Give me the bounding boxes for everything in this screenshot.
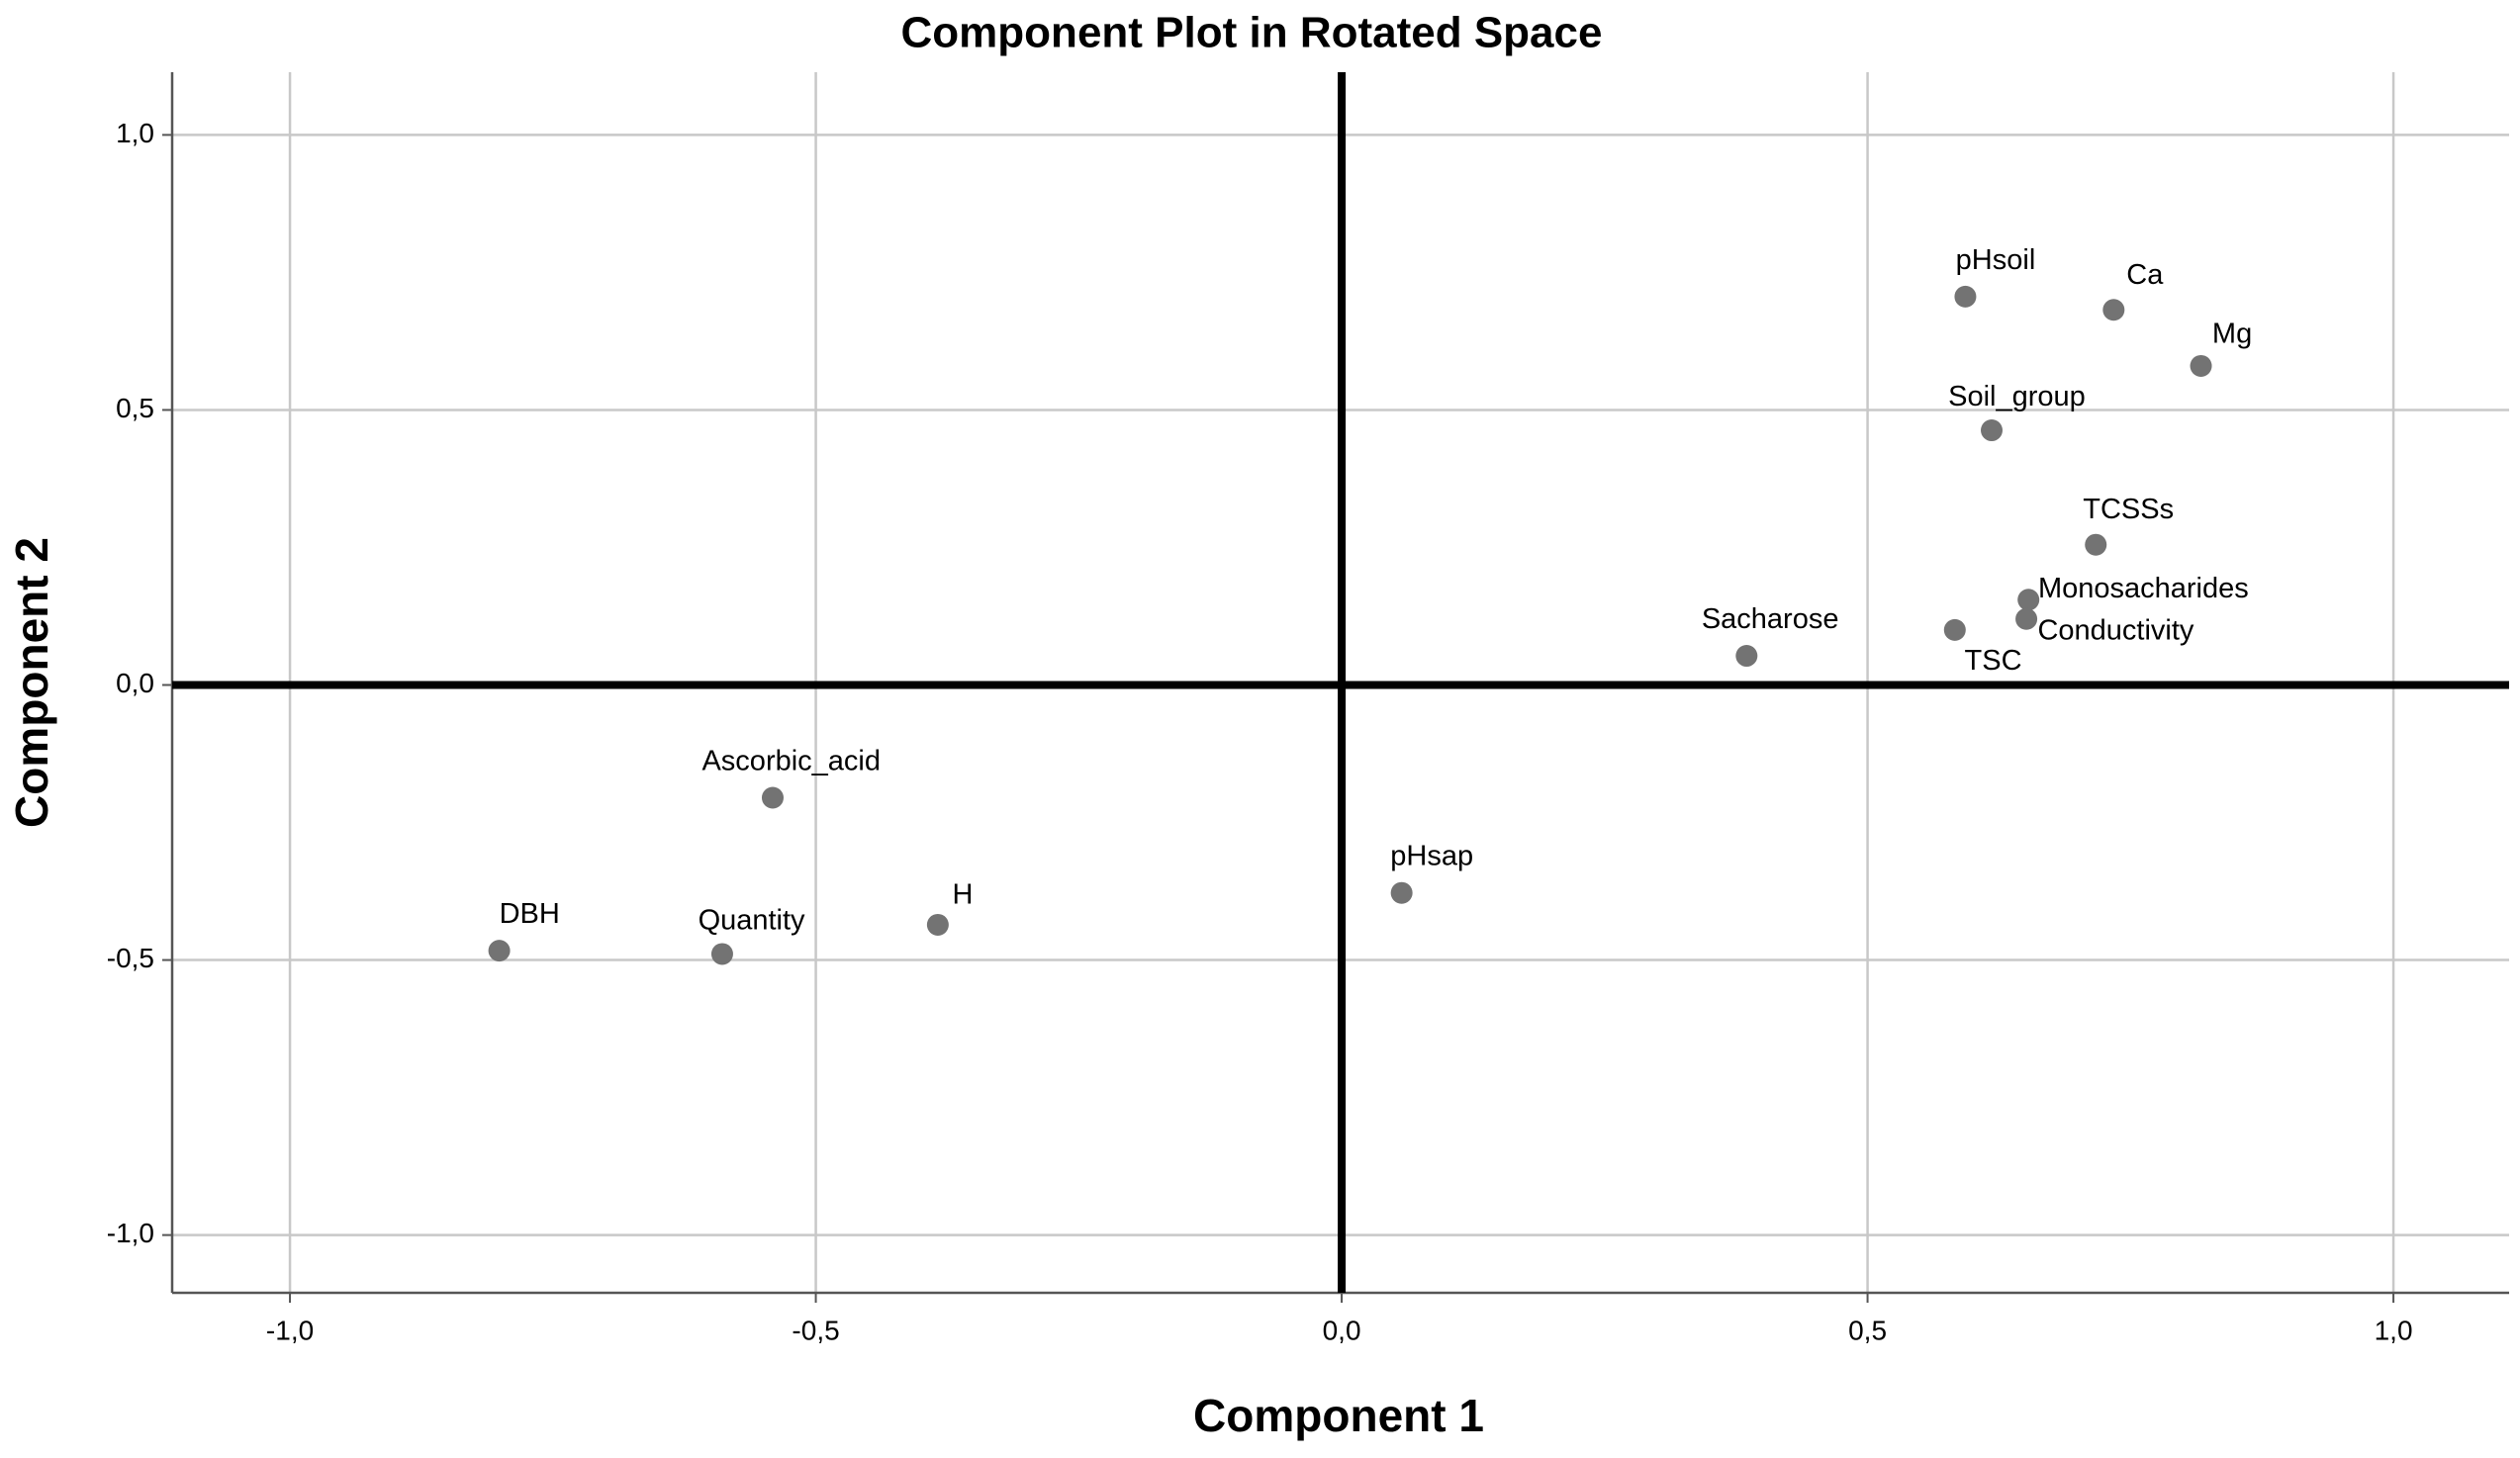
point-label: Sacharose bbox=[1702, 603, 1839, 635]
point-label: TCSSs bbox=[2083, 494, 2174, 525]
point bbox=[2015, 607, 2038, 630]
x-tick-label: 0,0 bbox=[1323, 1315, 1361, 1345]
y-tick-label: -0,5 bbox=[107, 943, 154, 973]
point-label: Quantity bbox=[699, 905, 805, 937]
x-tick-label: -0,5 bbox=[792, 1315, 839, 1345]
point-label: pHsap bbox=[1390, 841, 1473, 872]
point bbox=[1943, 618, 1966, 641]
point bbox=[2017, 589, 2040, 611]
point bbox=[1981, 419, 2004, 442]
point bbox=[488, 940, 511, 962]
point-label: TSC bbox=[1965, 645, 2022, 677]
point bbox=[1390, 881, 1413, 904]
point bbox=[761, 786, 784, 809]
x-axis-label: Component 1 bbox=[1193, 1390, 1484, 1441]
point bbox=[2102, 299, 2125, 321]
point-label: Ca bbox=[2126, 259, 2164, 291]
point-label: Mg bbox=[2212, 319, 2252, 350]
point-label: Ascorbic_acid bbox=[701, 745, 881, 776]
x-tick-label: 0,5 bbox=[1848, 1315, 1887, 1345]
point-label: DBH bbox=[500, 898, 560, 930]
point bbox=[1735, 645, 1758, 668]
point bbox=[710, 943, 733, 965]
point-label: Conductivity bbox=[2037, 614, 2193, 646]
point bbox=[2190, 354, 2212, 377]
y-tick-label: 1,0 bbox=[116, 118, 154, 148]
point-label: Monosacharides bbox=[2038, 573, 2249, 604]
y-tick-label: 0,5 bbox=[116, 393, 154, 423]
point bbox=[2085, 533, 2107, 556]
x-tick-label: 1,0 bbox=[2375, 1315, 2413, 1345]
point-label: H bbox=[952, 878, 973, 910]
y-tick-label: 0,0 bbox=[116, 668, 154, 698]
point-label: pHsoil bbox=[1956, 244, 2036, 276]
point bbox=[1954, 285, 1977, 308]
point bbox=[926, 913, 949, 936]
point-label: Soil_group bbox=[1948, 381, 2086, 412]
x-tick-label: -1,0 bbox=[266, 1315, 314, 1345]
chart-title: Component Plot in Rotated Space bbox=[901, 9, 1603, 57]
y-axis-label: Component 2 bbox=[6, 537, 57, 828]
y-tick-label: -1,0 bbox=[107, 1218, 154, 1248]
